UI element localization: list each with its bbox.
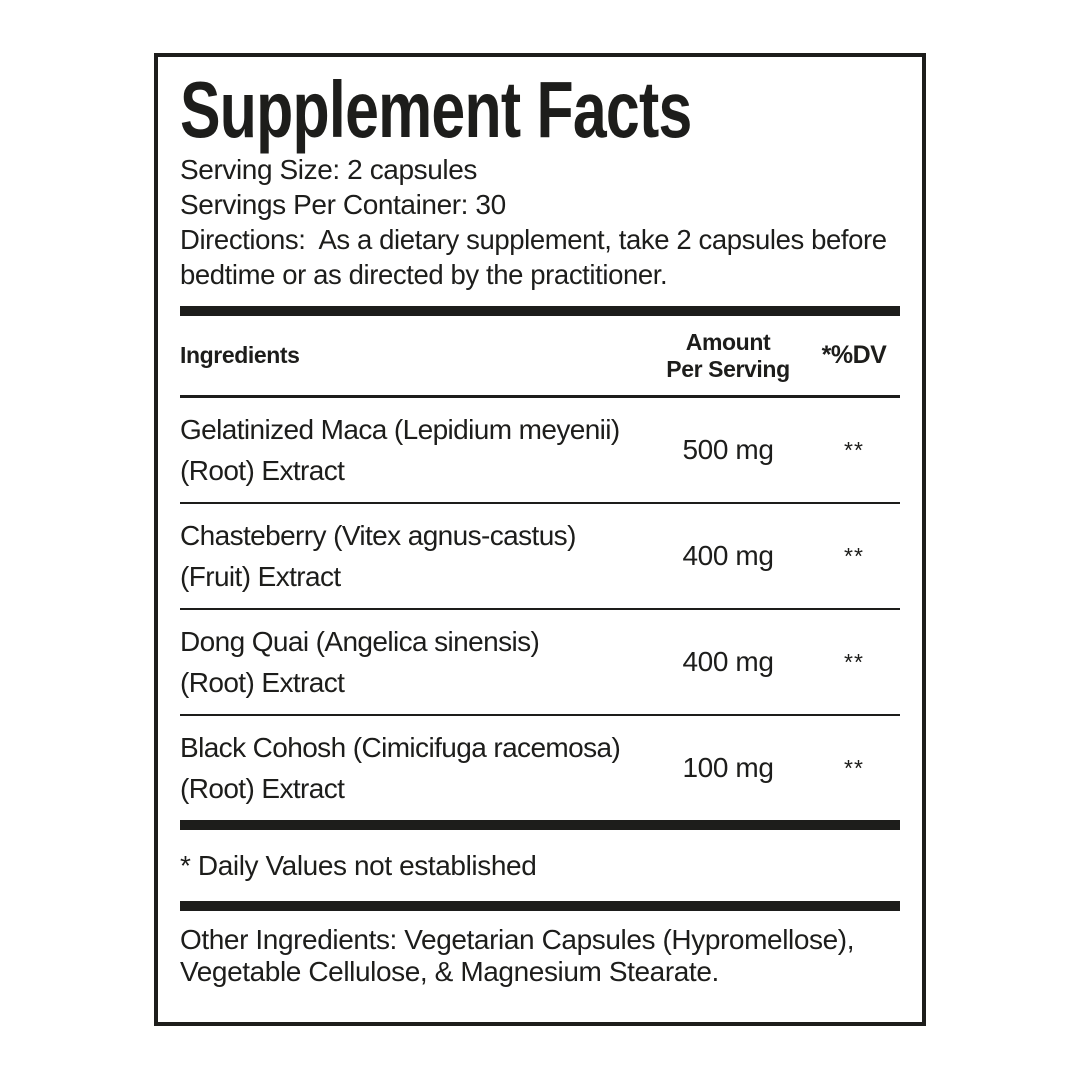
serving-size: Serving Size: 2 capsules	[180, 154, 478, 185]
ingredient-row-chasteberry: Chasteberry (Vitex agnus-castus) (Fruit)…	[180, 504, 900, 608]
ingredient-row-maca: Gelatinized Maca (Lepidium meyenii) (Roo…	[180, 398, 900, 502]
ingredient-dv: **	[844, 648, 864, 675]
ingredient-dv: **	[844, 754, 864, 781]
divider-thick-above-other-ingredients	[180, 901, 900, 911]
divider-thick-top	[180, 306, 900, 316]
daily-values-footnote: * Daily Values not established	[180, 850, 537, 881]
row-divider	[180, 714, 900, 716]
ingredient-name: Chasteberry (Vitex agnus-castus) (Fruit)…	[180, 520, 576, 592]
ingredient-row-dong-quai: Dong Quai (Angelica sinensis) (Root) Ext…	[180, 610, 900, 714]
ingredient-amount: 400 mg	[682, 540, 774, 571]
ingredient-amount: 400 mg	[682, 646, 774, 677]
ingredient-row-black-cohosh: Black Cohosh (Cimicifuga racemosa) (Root…	[180, 716, 900, 820]
ingredient-amount: 100 mg	[682, 752, 774, 783]
supplement-facts-label: Supplement Facts Serving Size: 2 capsule…	[154, 53, 926, 1026]
ingredient-dv: **	[844, 542, 864, 569]
row-divider	[180, 608, 900, 610]
ingredient-dv: **	[844, 436, 864, 463]
ingredient-name: Gelatinized Maca (Lepidium meyenii) (Roo…	[180, 414, 620, 486]
servings-per-container: Servings Per Container: 30	[180, 189, 506, 220]
column-header-amount-line1: Amount	[685, 328, 771, 355]
column-header-ingredients: Ingredients	[180, 342, 300, 368]
other-ingredients-text: Other Ingredients: Vegetarian Capsules (…	[180, 924, 855, 987]
directions-text: Directions: As a dietary supplement, tak…	[180, 224, 894, 290]
ingredient-amount: 500 mg	[682, 434, 774, 465]
column-header-dv: *%DV	[821, 341, 887, 369]
column-header-amount: Amount Per Serving	[648, 329, 808, 383]
row-divider	[180, 502, 900, 504]
ingredient-name: Dong Quai (Angelica sinensis) (Root) Ext…	[180, 626, 540, 698]
divider-thick-above-footnote	[180, 820, 900, 830]
column-header-amount-line2: Per Serving	[666, 355, 790, 382]
ingredient-name: Black Cohosh (Cimicifuga racemosa) (Root…	[180, 732, 621, 804]
label-title: Supplement Facts	[180, 65, 692, 154]
divider-under-header	[180, 395, 900, 398]
table-header-row: Ingredients Amount Per Serving *%DV	[180, 316, 900, 395]
